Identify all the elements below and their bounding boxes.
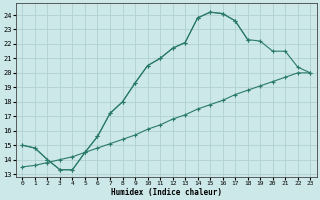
X-axis label: Humidex (Indice chaleur): Humidex (Indice chaleur) (111, 188, 222, 197)
